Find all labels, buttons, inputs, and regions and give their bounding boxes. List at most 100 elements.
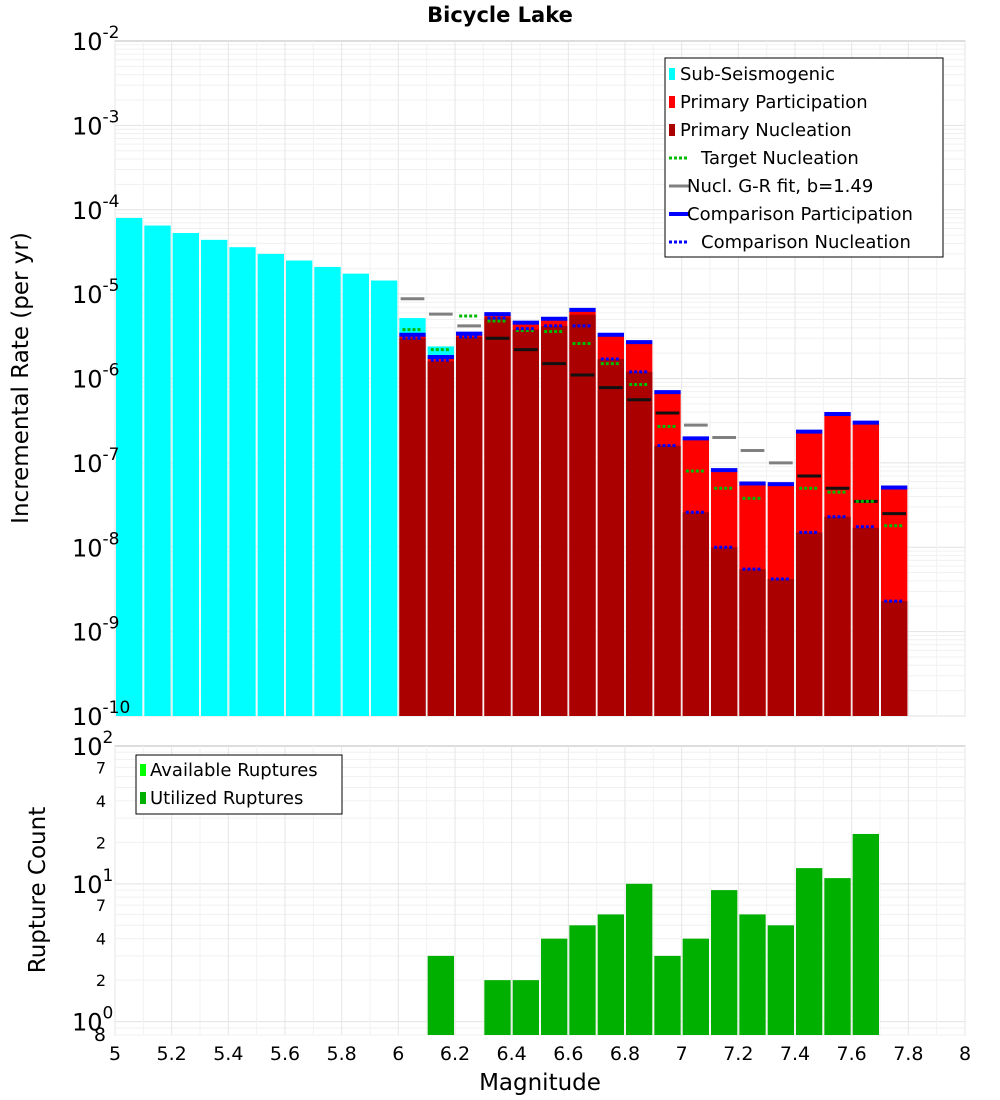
legend-label: Primary Participation — [680, 92, 868, 113]
legend-label: Target Nucleation — [700, 148, 859, 169]
primary-nucleation-bar — [711, 547, 738, 716]
utilized-ruptures-bar — [654, 955, 681, 1035]
bottom-y-tick-label: 102 — [72, 728, 113, 761]
primary-nucleation-bar — [852, 527, 879, 716]
utilized-ruptures-bar — [682, 938, 709, 1035]
utilized-ruptures-bar — [852, 833, 879, 1035]
bottom-y-minor-tick-label: 4 — [96, 792, 106, 811]
utilized-ruptures-bar — [796, 868, 823, 1035]
primary-nucleation-bar — [399, 338, 426, 716]
primary-nucleation-bar — [484, 317, 511, 716]
top-y-tick-labels: 10-2 10-3 10-4 10-5 10-6 10-7 10-8 10-9 10-10 — [72, 23, 130, 731]
legend-label: Available Ruptures — [150, 760, 318, 781]
utilized-ruptures-bar — [824, 878, 851, 1035]
x-tick-label: 6.2 — [440, 1043, 470, 1065]
sub-seismogenic-bar — [144, 225, 171, 716]
primary-nucleation-bar — [881, 601, 908, 716]
legend-swatch — [669, 68, 675, 80]
top-y-tick-label: 10-8 — [72, 529, 120, 562]
bottom-y-minor-tick-label: 7 — [96, 758, 106, 777]
legend-swatch — [669, 96, 675, 108]
primary-nucleation-bar — [767, 579, 794, 716]
utilized-ruptures-bar — [512, 980, 539, 1035]
x-tick-labels: 5 5.2 5.4 5.6 5.8 6 6.2 6.4 6.6 6.8 7 7.2 7.4 7.6 7.8 8 — [109, 1043, 971, 1065]
sub-seismogenic-bar — [257, 253, 284, 716]
bottom-legend-box — [135, 754, 343, 815]
x-tick-label: 7.8 — [893, 1043, 923, 1065]
utilized-ruptures-bar — [484, 980, 511, 1035]
bottom-y-minor-tick-label: 2 — [96, 833, 106, 852]
legend-label: Primary Nucleation — [680, 120, 852, 141]
sub-seismogenic-bar — [314, 266, 341, 716]
utilized-ruptures-bar — [427, 955, 454, 1035]
x-tick-label: 5.6 — [270, 1043, 300, 1065]
top-y-tick-label: 10-3 — [72, 107, 120, 140]
utilized-ruptures-bar — [626, 883, 653, 1035]
top-y-tick-label: 10-5 — [72, 276, 120, 309]
legend-label: Nucl. G-R fit, b=1.49 — [687, 176, 873, 197]
bottom-y-tick-label: 101 — [72, 866, 113, 899]
legend-label: Sub-Seismogenic — [680, 64, 835, 85]
sub-seismogenic-bar — [172, 233, 199, 716]
primary-nucleation-bar — [541, 325, 568, 716]
top-y-tick-label: 10-9 — [72, 614, 120, 647]
x-tick-label: 5.4 — [213, 1043, 243, 1065]
x-tick-label: 5 — [109, 1043, 121, 1065]
utilized-ruptures-bar — [597, 914, 624, 1035]
top-y-tick-label: 10-4 — [72, 192, 120, 225]
bottom-y-axis-label: Rupture Count — [25, 807, 51, 973]
top-y-tick-label: 10-7 — [72, 445, 120, 478]
chart-title: Bicycle Lake — [427, 3, 573, 27]
utilized-ruptures-bar — [739, 914, 766, 1035]
bottom-y-minor-tick-label: 4 — [96, 930, 106, 949]
bottom-y-tick-label: 100 — [72, 1004, 113, 1037]
top-legend-box — [664, 57, 944, 258]
primary-nucleation-bar — [796, 532, 823, 716]
primary-nucleation-bar — [597, 359, 624, 716]
x-tick-label: 6.8 — [610, 1043, 640, 1065]
legend-swatch — [669, 124, 675, 136]
top-line-marks — [399, 297, 908, 603]
bottom-y-minor-tick-label: 2 — [96, 971, 106, 990]
sub-seismogenic-bar — [229, 247, 256, 716]
sub-seismogenic-bar — [371, 280, 398, 716]
x-tick-label: 5.8 — [327, 1043, 357, 1065]
primary-nucleation-bar — [739, 569, 766, 716]
legend-label: Utilized Ruptures — [150, 788, 303, 809]
primary-nucleation-bar — [626, 371, 653, 716]
sub-seismogenic-bar — [116, 217, 143, 716]
top-y-tick-label: 10-6 — [72, 361, 120, 394]
sub-seismogenic-bar — [286, 260, 313, 716]
x-tick-label: 6.6 — [553, 1043, 583, 1065]
bottom-y-tick-labels: 102 101 100 7 4 2 7 4 2 8 — [72, 728, 113, 1046]
utilized-ruptures-bar — [767, 925, 794, 1035]
legend-label: Comparison Nucleation — [701, 232, 911, 253]
sub-seismogenic-bar — [201, 239, 228, 716]
legend-label: Comparison Participation — [687, 204, 913, 225]
top-legend: Sub-Seismogenic Primary Participation Prim… — [664, 57, 944, 258]
utilized-ruptures-bar — [541, 938, 568, 1035]
utilized-ruptures-bar — [711, 890, 738, 1035]
top-y-tick-label: 10-2 — [72, 23, 120, 56]
x-tick-label: 7.6 — [837, 1043, 867, 1065]
primary-nucleation-bar — [824, 516, 851, 716]
primary-nucleation-bar — [427, 361, 454, 716]
x-tick-label: 7.4 — [780, 1043, 810, 1065]
primary-nucleation-bar — [512, 329, 539, 716]
x-tick-label: 6 — [392, 1043, 404, 1065]
primary-nucleation-bar — [654, 445, 681, 716]
legend-swatch — [140, 792, 146, 804]
bottom-bars — [427, 833, 879, 1035]
x-tick-label: 5.2 — [157, 1043, 187, 1065]
x-tick-label: 7 — [676, 1043, 688, 1065]
x-tick-label: 6.4 — [497, 1043, 527, 1065]
bottom-y-minor-tick-label: 8 — [94, 1024, 106, 1046]
x-tick-label: 7.2 — [723, 1043, 753, 1065]
primary-nucleation-bar — [456, 337, 483, 716]
top-y-tick-label: 10-10 — [72, 698, 130, 731]
x-tick-label: 8 — [959, 1043, 971, 1065]
bottom-y-minor-tick-label: 7 — [96, 896, 106, 915]
top-y-axis-label: Incremental Rate (per yr) — [8, 232, 34, 524]
sub-seismogenic-bar — [342, 273, 369, 716]
